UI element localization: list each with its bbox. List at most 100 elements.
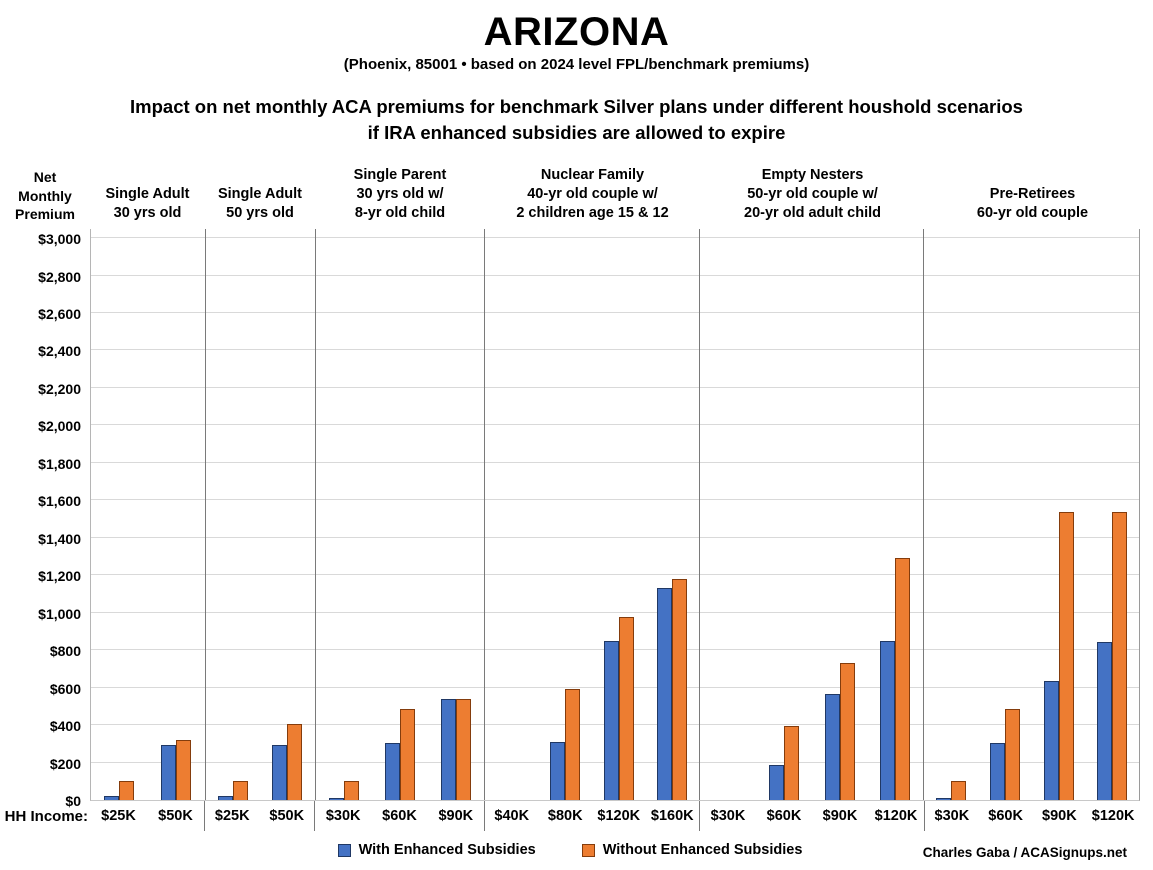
bar-pair-slot [372,229,428,801]
income-label: $40K [494,808,530,825]
bar-pair-slot [91,229,148,801]
bar-pair-slot [812,229,868,801]
x-label-panel-6: $30K $60K $90K $120K [925,801,1140,831]
x-label-panel-3: $30K $60K $90K [315,801,485,832]
bar-with-enhanced [768,765,784,801]
income-label: $25K [101,808,136,825]
panel-3 [316,229,486,801]
bar-with-enhanced [1097,642,1113,801]
bar-without-enhanced [565,689,581,801]
gridline [91,611,1139,613]
gridline [91,237,1139,239]
bar-without-enhanced [287,724,303,801]
income-label: $50K [269,808,305,825]
bar-with-enhanced [328,798,344,801]
chart-heading-line-1: Impact on net monthly ACA premiums for b… [130,96,1023,117]
income-label: $60K [382,808,417,825]
y-tick-label: $600 [49,680,81,697]
income-label: $50K [158,808,193,825]
gridline [91,424,1139,426]
bar-pair-slot [924,229,978,801]
bar-pair-slot [1032,229,1086,801]
bar-without-enhanced [618,617,634,801]
legend-swatch-blue-icon [337,843,351,857]
bar-without-enhanced [399,709,415,801]
bar-pair-slot [260,229,314,801]
y-tick-label: $200 [49,755,81,772]
y-axis-title-line-3: Premium [15,205,75,222]
credit-text: Charles Gaba / ACASignups.net [922,845,1127,861]
y-tick-label: $1,800 [38,455,81,472]
income-label: $90K [1042,808,1077,825]
bar-pair-slot [206,229,260,801]
legend-item-with-enhanced: With Enhanced Subsidies [337,842,536,859]
bar-with-enhanced [989,743,1005,801]
bar-without-enhanced [456,699,472,801]
y-tick-label: $2,600 [38,305,81,322]
bar-with-enhanced [603,641,619,801]
bar-pair-slot [485,229,538,800]
income-label: $120K [1091,808,1135,825]
income-label: $120K [874,808,918,825]
gridline [91,499,1139,501]
income-label: $80K [547,808,583,825]
chart-title: ARIZONA [483,10,670,54]
y-tick-label: $1,200 [38,568,81,585]
bar-with-enhanced [104,796,120,801]
gridline [91,349,1139,351]
bar-without-enhanced [343,781,359,801]
chart-subtitle: (Phoenix, 85001 • based on 2024 level FP… [343,56,810,73]
column-header-5: Empty Nesters 50-yr old couple w/ 20-yr … [744,166,881,221]
legend-label-with-enhanced: With Enhanced Subsidies [358,842,536,859]
x-axis-row: HH Income: $25K $50K $25K $50K $30K $60K $90K $… [0,801,1140,832]
y-axis-title-line-2: Monthly [18,187,72,204]
chart-heading: Impact on net monthly ACA premiums for b… [0,94,1153,145]
chart-heading-line-2: if IRA enhanced subsidies are allowed to… [367,121,786,143]
plot-area [90,229,1140,802]
income-label: $25K [214,808,250,825]
column-header-2: Single Adult 50 yrs old [217,185,303,221]
chart-area: Net Monthly Premium Single Adult 30 yrs … [0,159,1153,865]
panel-6 [924,229,1139,801]
bar-without-enhanced [1112,512,1128,801]
bar-pair-slot [1085,229,1139,801]
bar-pair-slot [148,229,205,801]
y-tick-label: $2,200 [38,380,81,397]
bar-pair-slot [868,229,924,801]
panels-container [91,229,1139,801]
bar-without-enhanced [783,726,799,801]
bar-without-enhanced [951,781,967,801]
bar-without-enhanced [119,781,135,801]
bar-without-enhanced [232,781,248,801]
y-tick-label: $2,000 [38,418,81,435]
bar-with-enhanced [657,588,673,801]
legend: With Enhanced Subsidies Without Enhanced… [0,839,1140,858]
bar-without-enhanced [1004,709,1020,801]
y-tick-label: $1,400 [38,530,81,547]
panel-4 [485,229,700,801]
column-header-1: Single Adult 30 yrs old [105,185,190,221]
gridline [91,536,1139,538]
income-label: $90K [438,808,474,825]
y-tick-label: $1,600 [38,493,81,510]
x-label-panel-2: $25K $50K [205,801,315,832]
bar-with-enhanced [384,743,400,801]
x-axis-prefix-label: HH Income: [4,808,88,826]
gridline [91,386,1139,388]
panel-5 [700,229,925,801]
bar-with-enhanced [880,641,896,801]
column-header-3: Single Parent 30 yrs old w/ 8-yr old chi… [353,166,447,221]
column-headers-row: Net Monthly Premium Single Adult 30 yrs … [0,159,1140,223]
legend-swatch-orange-icon [581,843,595,857]
bar-with-enhanced [1043,681,1059,801]
x-label-panel-5: $30K $60K $90K $120K [700,801,925,832]
legend-label-without-enhanced: Without Enhanced Subsidies [602,842,803,859]
bar-without-enhanced [672,579,688,801]
income-label: $60K [766,808,802,825]
legend-item-without-enhanced: Without Enhanced Subsidies [581,842,803,859]
panel-1 [91,229,206,801]
y-axis: $0 $200 $400 $600 $800 $1,000 $1,200 $1,400 $1,6… [0,229,90,809]
bar-without-enhanced [895,558,911,801]
bar-pair-slot [592,229,645,801]
income-label: $90K [822,808,858,825]
